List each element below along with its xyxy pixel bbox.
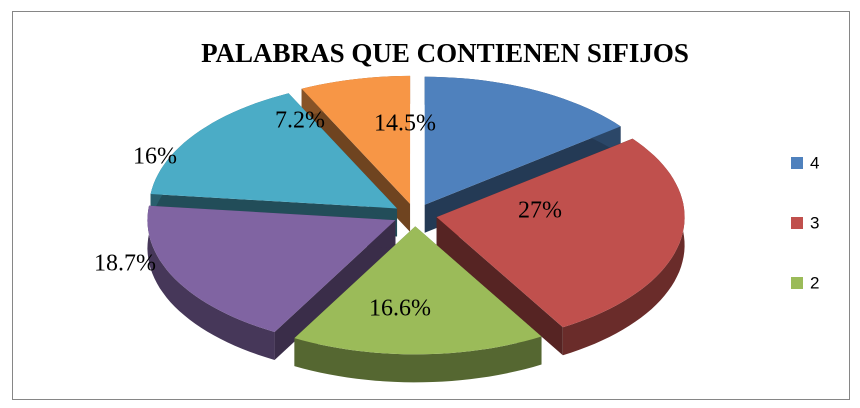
data-label: 27%	[518, 198, 562, 224]
data-label: 16.6%	[369, 296, 431, 322]
legend-swatch	[791, 217, 803, 229]
data-label: 14.5%	[374, 111, 436, 137]
legend-swatch	[791, 277, 803, 289]
slice	[436, 138, 685, 328]
legend-label: 2	[810, 273, 819, 292]
slice	[150, 93, 398, 209]
slice	[424, 76, 621, 205]
slice-edge	[294, 336, 542, 383]
legend-label: 4	[810, 153, 819, 172]
slice	[301, 75, 411, 204]
slice	[147, 205, 396, 332]
legend-swatch	[791, 157, 803, 169]
slice-edge	[562, 138, 685, 356]
slice-side	[274, 220, 396, 360]
slice-side	[436, 217, 563, 356]
legend-label: 3	[810, 213, 819, 232]
slice-edge	[147, 205, 275, 360]
data-label: 18.7%	[94, 251, 156, 277]
slice	[294, 226, 542, 355]
data-label: 16%	[133, 144, 177, 170]
data-label: 7.2%	[275, 108, 325, 134]
chart-title: PALABRAS QUE CONTIENEN SIFIJOS	[201, 38, 689, 68]
